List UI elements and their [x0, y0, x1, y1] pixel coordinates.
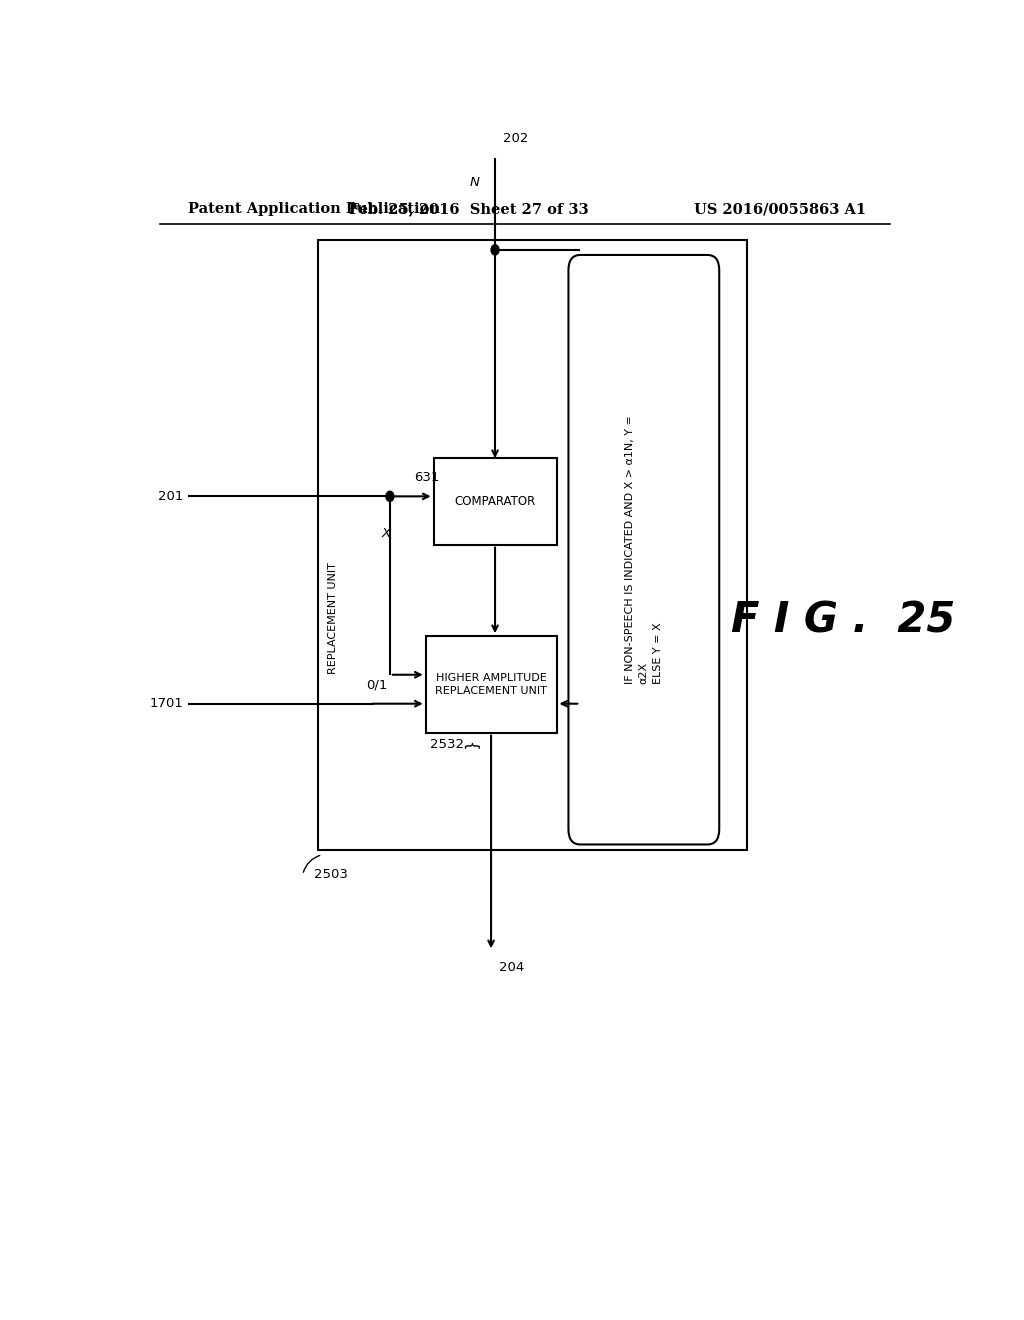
FancyBboxPatch shape — [318, 240, 748, 850]
Text: Feb. 25, 2016  Sheet 27 of 33: Feb. 25, 2016 Sheet 27 of 33 — [349, 202, 589, 216]
Text: Patent Application Publication: Patent Application Publication — [187, 202, 439, 216]
Text: COMPARATOR: COMPARATOR — [455, 495, 536, 508]
FancyBboxPatch shape — [568, 255, 719, 845]
Text: HIGHER AMPLITUDE
REPLACEMENT UNIT: HIGHER AMPLITUDE REPLACEMENT UNIT — [435, 673, 547, 696]
Text: US 2016/0055863 A1: US 2016/0055863 A1 — [694, 202, 866, 216]
Text: 1701: 1701 — [150, 697, 183, 710]
Text: X: X — [381, 527, 390, 540]
Text: F I G .  25: F I G . 25 — [731, 599, 955, 642]
Text: 2503: 2503 — [314, 867, 348, 880]
Text: 201: 201 — [158, 490, 183, 503]
Text: {: { — [462, 741, 477, 751]
Text: 204: 204 — [499, 961, 524, 974]
Circle shape — [386, 491, 394, 502]
Text: 202: 202 — [503, 132, 528, 145]
Text: IF NON-SPEECH IS INDICATED AND X > α1N, Y =
α2X
ELSE Y = X: IF NON-SPEECH IS INDICATED AND X > α1N, … — [625, 416, 663, 684]
Text: 631: 631 — [414, 471, 439, 484]
Text: REPLACEMENT UNIT: REPLACEMENT UNIT — [328, 562, 338, 673]
Circle shape — [492, 244, 499, 255]
Text: 2532: 2532 — [430, 738, 464, 751]
Text: N: N — [469, 176, 479, 189]
FancyBboxPatch shape — [433, 458, 557, 545]
FancyBboxPatch shape — [426, 636, 557, 733]
Text: 0/1: 0/1 — [367, 678, 387, 692]
